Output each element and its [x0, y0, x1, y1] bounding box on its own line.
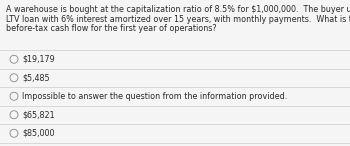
Circle shape: [10, 129, 18, 137]
Circle shape: [10, 55, 18, 63]
Text: Impossible to answer the question from the information provided.: Impossible to answer the question from t…: [22, 92, 287, 101]
Text: $85,000: $85,000: [22, 129, 55, 138]
Circle shape: [10, 74, 18, 82]
Text: $5,485: $5,485: [22, 73, 50, 82]
Circle shape: [10, 111, 18, 119]
Circle shape: [10, 92, 18, 100]
Text: before-tax cash flow for the first year of operations?: before-tax cash flow for the first year …: [6, 24, 217, 33]
Text: LTV loan with 6% interest amortized over 15 years, with monthly payments.  What : LTV loan with 6% interest amortized over…: [6, 14, 350, 24]
Text: A warehouse is bought at the capitalization ratio of 8.5% for $1,000,000.  The b: A warehouse is bought at the capitalizat…: [6, 5, 350, 14]
Text: $65,821: $65,821: [22, 110, 55, 119]
Text: $19,179: $19,179: [22, 55, 55, 64]
